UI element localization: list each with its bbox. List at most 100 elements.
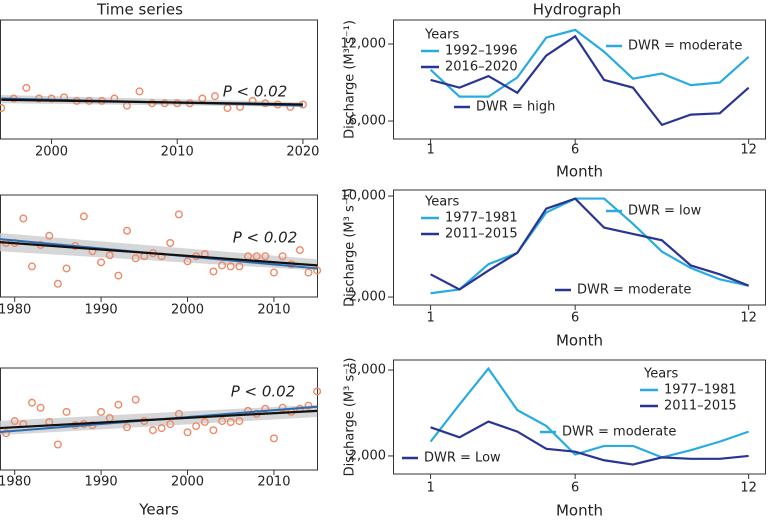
data-point (218, 261, 227, 270)
legend-label: 1992–1996 (445, 44, 518, 59)
x-tick-label: 2010 (257, 303, 290, 318)
legend-label: 1977–1981 (664, 383, 737, 398)
data-point (209, 426, 218, 435)
data-point (226, 262, 235, 271)
data-point (261, 404, 270, 413)
data-point (278, 403, 287, 412)
y-axis-label: Discharge (M³ s⁻¹) (343, 188, 358, 307)
trend-line (0, 241, 318, 267)
p-value-annotation: P < 0.02 (223, 83, 288, 101)
x-tick-label: 6 (571, 143, 579, 158)
legend-label: 2011–2015 (445, 227, 518, 242)
x-tick-label: 1990 (85, 475, 118, 490)
data-point (210, 92, 219, 101)
data-point (47, 94, 56, 103)
data-point (131, 395, 140, 404)
y-tick-label: 10,000 (341, 189, 387, 204)
plot-frame (393, 189, 766, 306)
data-point (226, 418, 235, 427)
dwr-annotation: DWR = low (628, 204, 702, 219)
data-point (2, 429, 11, 438)
data-point (166, 238, 175, 247)
data-point (62, 407, 71, 416)
data-point (200, 418, 209, 427)
y-tick-label: 2,000 (349, 290, 386, 305)
data-point (27, 262, 36, 271)
data-point (79, 212, 88, 221)
data-point (148, 426, 157, 435)
x-tick-label: 2000 (171, 303, 204, 318)
panel-title: Time series (96, 1, 183, 19)
data-point (105, 251, 114, 260)
data-point (166, 420, 175, 429)
x-tick-label: 2010 (257, 475, 290, 490)
data-point (313, 266, 322, 275)
x-tick-label: 2000 (171, 475, 204, 490)
y-tick-label: 2,000 (349, 448, 386, 463)
dwr-annotation: DWR = moderate (577, 283, 691, 298)
data-point (304, 268, 313, 277)
x-tick-label: 2010 (161, 145, 194, 160)
hydrograph-line (429, 366, 750, 459)
data-point (304, 401, 313, 410)
trend-line (1, 98, 303, 106)
plot-frame (0, 19, 318, 140)
panel-title: Hydrograph (533, 1, 622, 19)
data-point (157, 424, 166, 433)
x-axis-label: Years (138, 501, 179, 519)
legend-label: 1977–1981 (445, 211, 518, 226)
plot-frame (0, 367, 318, 471)
y-tick-label: 6,000 (349, 114, 386, 129)
x-tick-label: 2020 (286, 145, 319, 160)
x-axis-label: Month (556, 502, 603, 520)
data-point (131, 254, 140, 263)
data-point (235, 417, 244, 426)
data-point (10, 417, 19, 426)
x-tick-label: 1 (426, 481, 434, 496)
x-axis-label: Month (556, 332, 603, 350)
data-point (269, 434, 278, 443)
data-point (261, 252, 270, 261)
legend-title: Years (643, 367, 679, 382)
data-point (183, 428, 192, 437)
x-tick-label: 6 (571, 481, 579, 496)
dwr-annotation: DWR = moderate (628, 39, 742, 54)
data-point (123, 423, 132, 432)
data-point (114, 271, 123, 280)
data-point (135, 87, 144, 96)
data-point (278, 252, 287, 261)
hydrograph-line (430, 197, 750, 291)
data-point (0, 104, 6, 113)
dwr-annotation: DWR = high (476, 100, 555, 115)
data-point (183, 257, 192, 266)
x-tick-label: 1980 (0, 303, 31, 318)
data-point (22, 83, 31, 92)
legend-label: 2016–2020 (445, 60, 518, 75)
data-point (19, 214, 28, 223)
x-tick-label: 1980 (0, 475, 31, 490)
x-tick-label: 6 (571, 311, 579, 326)
hydrograph-line (429, 28, 750, 98)
hydrograph-line (430, 197, 749, 295)
plot-frame (393, 359, 766, 475)
data-point (53, 440, 62, 449)
data-point (114, 400, 123, 409)
data-point (218, 417, 227, 426)
data-point (97, 258, 106, 267)
data-point (45, 231, 54, 240)
hydrograph-line (430, 34, 750, 127)
data-point (36, 403, 45, 412)
data-point (295, 246, 304, 255)
legend-title: Years (424, 28, 460, 43)
data-point (62, 264, 71, 273)
data-point (174, 210, 183, 219)
x-tick-label: 12 (740, 481, 757, 496)
p-value-annotation: P < 0.02 (231, 383, 296, 401)
data-point (97, 407, 106, 416)
data-point (27, 398, 36, 407)
y-axis-label: Discharge (M³ s⁻¹) (343, 20, 358, 139)
plot-frame (393, 19, 766, 140)
x-axis-label: Month (556, 163, 603, 181)
data-point (53, 279, 62, 288)
hydrograph-line (430, 420, 749, 466)
